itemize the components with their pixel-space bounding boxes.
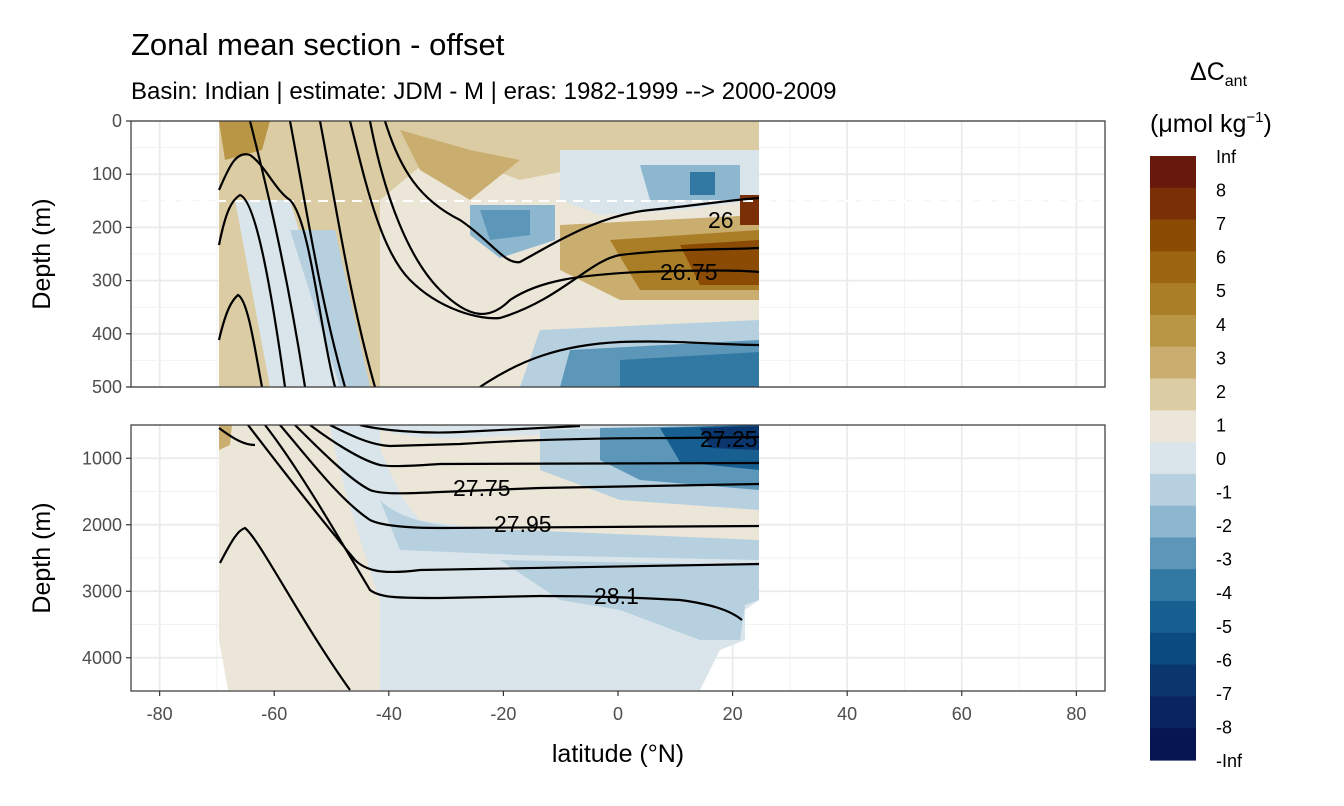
legend-swatch — [1150, 410, 1196, 443]
legend-label: -1 — [1216, 483, 1232, 503]
lower-y-axis-title: Depth (m) — [28, 502, 56, 613]
x-tick-label: -60 — [261, 704, 287, 724]
legend-swatch — [1150, 251, 1196, 284]
upper-panel-border — [130, 120, 1106, 388]
y-tick-label: 400 — [92, 324, 122, 344]
legend-unit-close: ) — [1263, 110, 1271, 138]
legend-unit-superscript: −1 — [1246, 109, 1263, 126]
contour-label-26-75: 26.75 — [660, 259, 718, 285]
legend-label: -3 — [1216, 550, 1232, 570]
upper-south-cool-core — [290, 230, 370, 387]
legend-swatch — [1150, 378, 1196, 411]
legend-label: -Inf — [1216, 751, 1243, 771]
legend-label: -7 — [1216, 684, 1232, 704]
chart-title: Zonal mean section - offset — [131, 27, 505, 62]
upper-south-cool-region — [235, 200, 345, 387]
x-tick-label: -20 — [490, 704, 516, 724]
x-axis-title: latitude (°N) — [552, 740, 684, 768]
legend-swatch — [1150, 632, 1196, 666]
upper-isopycnals — [217, 121, 760, 387]
color-legend: ΔCant (μmol kg−1) Inf 8 7 6 5 4 3 2 1 0 -1 -2 -3 -4 -5… — [1150, 58, 1272, 771]
lower-panel: 27.25 27.75 27.95 28.1 1000200030004000 … — [28, 424, 1106, 692]
x-tick-label: -80 — [147, 704, 173, 724]
lower-intermediate-cool-band — [380, 500, 759, 560]
lower-southern-region — [219, 425, 380, 690]
legend-label: 1 — [1216, 415, 1226, 435]
y-tick-label: 1000 — [82, 448, 122, 468]
y-tick-label: 3000 — [82, 581, 122, 601]
x-tick-label: 0 — [613, 704, 623, 724]
legend-title: ΔCant — [1190, 58, 1248, 90]
y-tick-label: 2000 — [82, 515, 122, 535]
legend-color-bar: Inf 8 7 6 5 4 3 2 1 0 -1 -2 -3 -4 -5 -6 -7 -8 -Inf — [1150, 147, 1243, 771]
contour-label-26: 26 — [708, 207, 734, 233]
upper-midlat-negative-core — [480, 210, 530, 240]
legend-label: -2 — [1216, 516, 1232, 536]
y-tick-label: 300 — [92, 271, 122, 291]
y-tick-label: 0 — [112, 111, 122, 131]
x-tick-label: 40 — [837, 704, 857, 724]
legend-swatch — [1150, 314, 1196, 348]
legend-swatch — [1150, 728, 1196, 761]
legend-swatch — [1150, 696, 1196, 729]
legend-swatch — [1150, 219, 1196, 252]
legend-swatch — [1150, 537, 1196, 570]
legend-swatch — [1150, 601, 1196, 634]
legend-unit-open: (μmol kg — [1150, 110, 1246, 138]
x-tick-label: -40 — [376, 704, 402, 724]
legend-swatch — [1150, 187, 1196, 221]
legend-label: 3 — [1216, 348, 1226, 368]
legend-label: 0 — [1216, 449, 1226, 469]
legend-label: 7 — [1216, 214, 1226, 234]
y-tick-label: 200 — [92, 217, 122, 237]
upper-deep-cool-core — [620, 352, 759, 387]
lower-deep-cool-region — [500, 560, 759, 640]
upper-panel: 26 26.75 0 100 200 300 400 500 Depth (m) — [28, 111, 1106, 397]
upper-equatorial-cool-spot — [690, 172, 715, 195]
legend-label: 6 — [1216, 248, 1226, 268]
contour-label-27-75: 27.75 — [453, 475, 511, 501]
legend-title-subscript: ant — [1225, 73, 1248, 90]
legend-swatch — [1150, 505, 1196, 539]
lower-field: 27.25 27.75 27.95 28.1 — [218, 425, 760, 691]
legend-swatch — [1150, 156, 1196, 189]
x-axis: -80 -60 -40 -20 0 20 40 60 80 — [147, 691, 1086, 724]
legend-label: 2 — [1216, 382, 1226, 402]
upper-surface-warm-core — [400, 130, 520, 200]
legend-label: -4 — [1216, 583, 1232, 603]
legend-title-main: ΔC — [1190, 58, 1225, 86]
legend-swatch — [1150, 473, 1196, 507]
upper-subsurface-warm-spot — [740, 195, 759, 225]
contour-label-28-1: 28.1 — [594, 583, 639, 609]
legend-label: -8 — [1216, 717, 1232, 737]
upper-y-axis-title: Depth (m) — [28, 198, 56, 309]
legend-swatch — [1150, 283, 1196, 316]
legend-swatch — [1150, 442, 1196, 475]
y-tick-label: 4000 — [82, 648, 122, 668]
legend-label: -5 — [1216, 617, 1232, 637]
legend-label: Inf — [1216, 147, 1237, 167]
x-tick-label: 60 — [952, 704, 972, 724]
legend-swatch — [1150, 664, 1196, 698]
legend-label: 4 — [1216, 315, 1226, 335]
legend-label: 8 — [1216, 181, 1226, 201]
legend-unit: (μmol kg−1) — [1150, 109, 1272, 138]
y-tick-label: 500 — [92, 377, 122, 397]
lower-isopycnals — [218, 425, 760, 691]
upper-subsurface-warm-core — [680, 240, 759, 285]
upper-field: 26 26.75 — [131, 121, 1105, 387]
contour-label-27-95: 27.95 — [494, 511, 552, 537]
y-tick-label: 100 — [92, 164, 122, 184]
legend-label: -6 — [1216, 650, 1232, 670]
legend-label: 5 — [1216, 281, 1226, 301]
legend-swatch — [1150, 569, 1196, 602]
chart-subtitle: Basin: Indian | estimate: JDM - M | eras… — [131, 78, 837, 105]
x-tick-label: 80 — [1066, 704, 1086, 724]
lower-y-axis: 1000 2000 3000 4000 — [82, 448, 131, 668]
upper-y-axis: 0 100 200 300 400 500 — [92, 111, 131, 397]
legend-swatch — [1150, 346, 1196, 380]
x-tick-label: 20 — [723, 704, 743, 724]
contour-label-27-25: 27.25 — [700, 426, 758, 452]
